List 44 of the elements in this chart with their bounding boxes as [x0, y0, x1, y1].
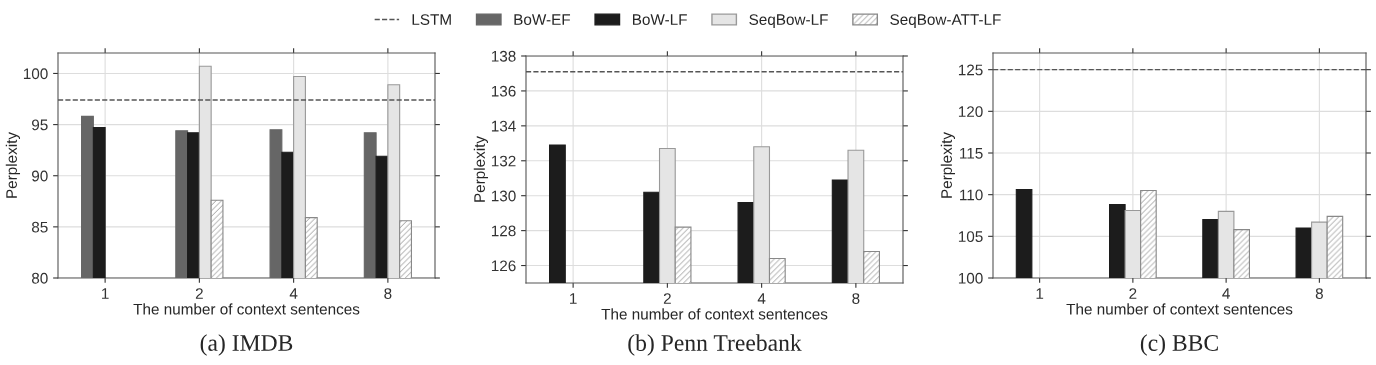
y-axis-title: Perplexity: [473, 135, 489, 202]
legend-label: SeqBow-LF: [749, 14, 828, 28]
y-tick-label: 120: [958, 106, 983, 118]
x-tick-label: 4: [289, 288, 298, 299]
legend-label: BoW-EF: [514, 14, 571, 25]
x-tick-label: 8: [852, 293, 860, 304]
y-tick-label: 90: [32, 170, 48, 182]
y-tick-label: 134: [491, 120, 516, 132]
x-axis-title: The number of context sentences: [1066, 303, 1293, 315]
y-tick-label: 126: [491, 260, 516, 272]
y-axis-title: Perplexity: [940, 131, 956, 198]
y-tick-label: 95: [32, 119, 48, 131]
x-tick-label: 2: [195, 288, 203, 299]
y-tick-label: 128: [491, 225, 516, 237]
x-tick-label: 8: [1315, 288, 1323, 299]
x-tick-label: 8: [384, 288, 392, 299]
text: (a) IMDB: [200, 334, 293, 356]
x-tick-label: 4: [757, 293, 766, 304]
y-tick-label: 138: [491, 50, 516, 62]
y-tick-label: 136: [491, 85, 516, 97]
y-tick-label: 115: [960, 148, 983, 159]
y-tick-label: 132: [491, 155, 516, 167]
text: (b) Penn Treebank: [628, 334, 802, 356]
text: (c) BBC: [1140, 334, 1218, 356]
y-axis-title: Perplexity: [5, 131, 21, 198]
y-tick-label: 80: [31, 272, 48, 284]
legend-label: SeqBow-ATT-LF: [890, 14, 1001, 28]
x-axis-title: The number of context sentences: [601, 308, 828, 320]
x-tick-label: 2: [663, 293, 671, 304]
x-tick-label: 1: [1036, 288, 1044, 299]
legend-label: BoW-LF: [633, 14, 687, 25]
y-tick-label: 85: [31, 221, 48, 233]
y-tick-label: 100: [958, 272, 983, 284]
x-tick-label: 1: [102, 288, 109, 299]
x-tick-label: 2: [1129, 288, 1137, 299]
legend-label: LSTM: [412, 14, 451, 25]
x-axis-title: The number of context sentences: [133, 303, 360, 315]
y-tick-label: 110: [960, 189, 983, 201]
y-tick-label: 130: [491, 190, 516, 202]
y-tick-label: 100: [23, 68, 48, 80]
x-tick-label: 1: [570, 293, 577, 304]
y-tick-label: 105: [958, 231, 983, 243]
y-tick-label: 125: [958, 64, 983, 76]
x-tick-label: 4: [1222, 288, 1230, 299]
